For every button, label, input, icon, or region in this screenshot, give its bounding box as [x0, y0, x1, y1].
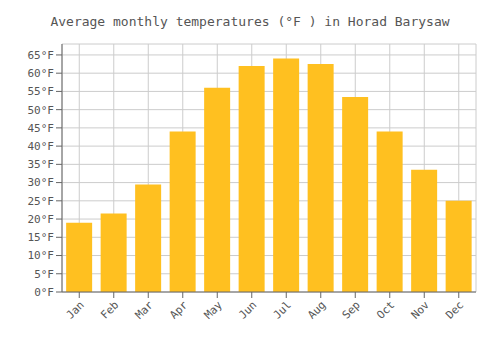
svg-text:Aug: Aug — [305, 298, 328, 321]
svg-text:65°F: 65°F — [28, 49, 55, 62]
svg-text:Jul: Jul — [271, 298, 294, 321]
svg-text:5°F: 5°F — [34, 268, 54, 281]
svg-text:Apr: Apr — [167, 298, 191, 322]
svg-text:Oct: Oct — [374, 298, 397, 321]
svg-text:20°F: 20°F — [28, 213, 55, 226]
svg-text:Mar: Mar — [133, 298, 157, 322]
svg-text:60°F: 60°F — [28, 67, 55, 80]
svg-text:Jan: Jan — [64, 298, 87, 321]
svg-text:30°F: 30°F — [28, 176, 55, 189]
svg-text:55°F: 55°F — [28, 85, 55, 98]
svg-text:50°F: 50°F — [28, 104, 55, 117]
svg-text:May: May — [202, 298, 226, 322]
svg-text:0°F: 0°F — [34, 286, 54, 299]
svg-text:45°F: 45°F — [28, 122, 55, 135]
svg-text:Nov: Nov — [409, 298, 433, 322]
svg-text:15°F: 15°F — [28, 231, 55, 244]
svg-text:35°F: 35°F — [28, 158, 55, 171]
svg-text:Jun: Jun — [236, 298, 259, 321]
svg-text:40°F: 40°F — [28, 140, 55, 153]
svg-text:25°F: 25°F — [28, 195, 55, 208]
html-text:Average monthly temperatures (: Average monthly temperatures (°F ) in Ho… — [50, 14, 450, 29]
svg-text:10°F: 10°F — [28, 249, 55, 262]
svg-text:Feb: Feb — [98, 298, 121, 321]
svg-text:Sep: Sep — [340, 298, 363, 321]
svg-text:Dec: Dec — [443, 298, 466, 321]
